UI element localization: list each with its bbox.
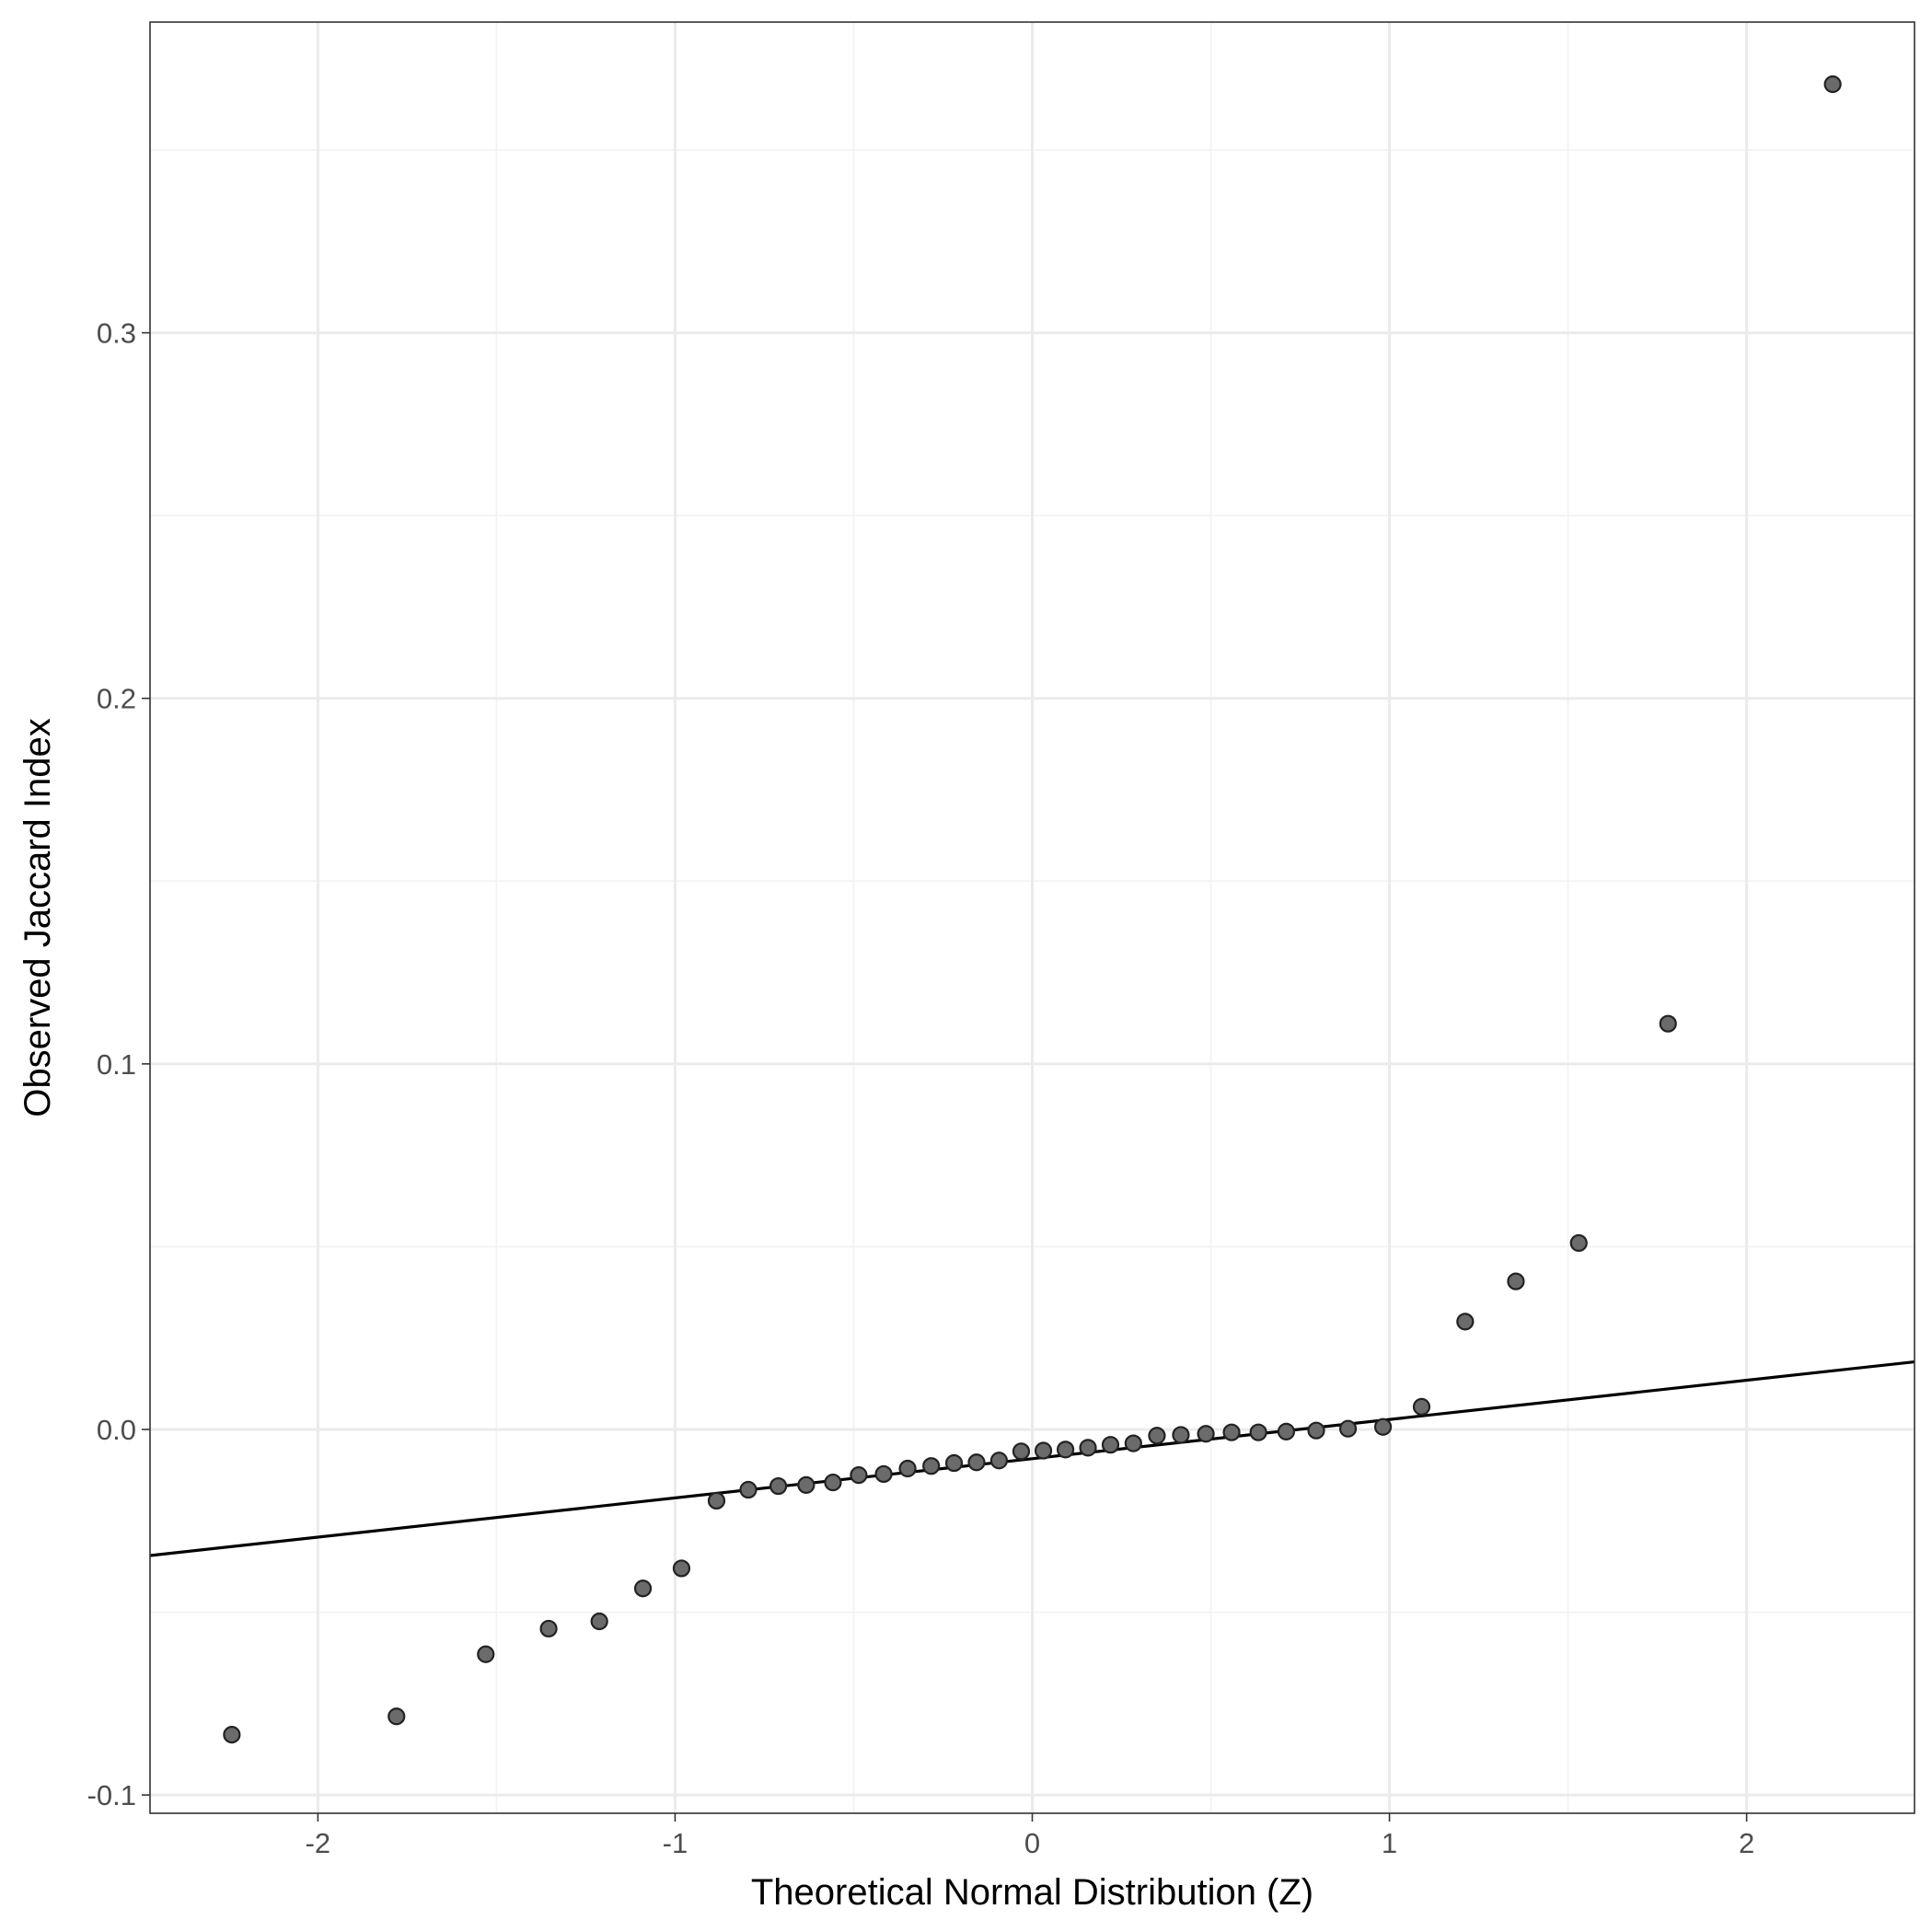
qq-point: [797, 1475, 816, 1494]
qq-point: [1172, 1426, 1190, 1444]
y-tick-label: -0.1: [87, 1779, 136, 1811]
qq-point: [1124, 1434, 1142, 1452]
qq-point: [1373, 1417, 1393, 1436]
qq-point: [707, 1491, 726, 1510]
y-tick-label: 0.1: [97, 1048, 136, 1081]
qq-point: [223, 1726, 241, 1744]
qq-reference-line: [149, 1359, 1915, 1557]
x-axis-title: Theoretical Normal Distribution (Z): [751, 1872, 1313, 1913]
qq-point: [1222, 1423, 1241, 1441]
qq-point: [1012, 1442, 1031, 1461]
qq-point: [477, 1645, 495, 1663]
qq-point: [1338, 1419, 1358, 1438]
qq-point: [388, 1707, 406, 1726]
qq-point: [898, 1459, 917, 1478]
qq-point: [1056, 1440, 1075, 1459]
qq-point: [769, 1476, 788, 1496]
qq-point: [1101, 1436, 1120, 1454]
qq-point: [1148, 1427, 1166, 1445]
x-tick-label: 1: [1382, 1827, 1397, 1859]
qq-point: [824, 1473, 842, 1492]
qq-point: [1569, 1233, 1588, 1253]
qq-point: [1507, 1272, 1525, 1290]
axis-ticks: -2 -1 0 1 2 -0.1 0.0 0.1 0.2 0.3: [87, 318, 1755, 1859]
y-tick-label: 0.2: [97, 683, 136, 715]
x-tick-label: 2: [1739, 1827, 1754, 1859]
qq-point: [672, 1559, 691, 1578]
qq-point: [944, 1453, 964, 1473]
qq-point: [1277, 1422, 1296, 1440]
qq-point: [1079, 1439, 1097, 1457]
qq-point: [1197, 1425, 1215, 1443]
qq-point: [633, 1579, 653, 1598]
data-points: [223, 75, 1842, 1744]
qq-point: [590, 1612, 608, 1631]
qq-point: [967, 1453, 986, 1472]
qq-point: [989, 1452, 1009, 1470]
qq-point: [1412, 1397, 1431, 1416]
x-tick-label: -2: [306, 1827, 331, 1859]
qq-point: [739, 1480, 758, 1499]
qq-point: [850, 1466, 868, 1485]
qq-point: [1823, 75, 1842, 94]
x-tick-label: 0: [1024, 1827, 1040, 1859]
qq-point: [1456, 1313, 1475, 1331]
qq-point: [1659, 1014, 1677, 1033]
y-axis-title: Observed Jaccard Index: [17, 718, 58, 1117]
y-tick-label: 0.0: [97, 1414, 136, 1446]
x-tick-label: -1: [663, 1827, 688, 1859]
reference-line-layer: [149, 1359, 1915, 1557]
qq-point: [922, 1457, 941, 1475]
qq-point: [874, 1464, 893, 1484]
qq-point: [1034, 1441, 1053, 1460]
qq-point: [1307, 1421, 1325, 1440]
qq-point: [1249, 1423, 1267, 1441]
y-tick-label: 0.3: [97, 318, 136, 350]
qq-point: [539, 1619, 558, 1638]
grid-lines: [150, 22, 1915, 1813]
